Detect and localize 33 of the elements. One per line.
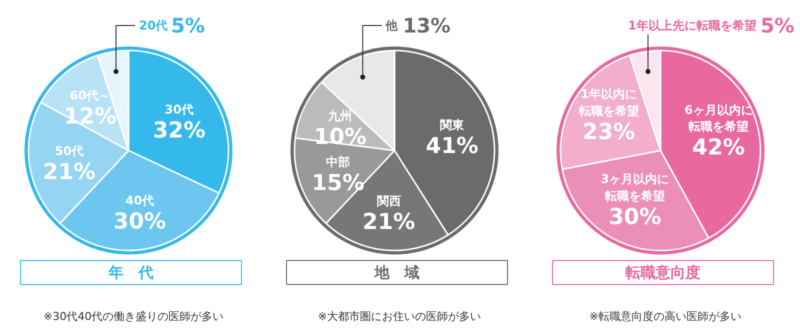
data-label: 15% — [312, 170, 364, 196]
slice-label: 中部 — [326, 154, 350, 169]
text: ※転職意向度の高い医師が多い — [589, 310, 742, 323]
data-label: 30% — [113, 209, 166, 234]
slice-label: 60代～ — [70, 88, 111, 102]
data-label: 13% — [402, 14, 451, 38]
slice-label: 九州 — [327, 108, 352, 123]
text: 転職意向度 — [626, 264, 700, 282]
text: 年 代 — [108, 264, 154, 282]
slice-label: 30代 — [164, 102, 194, 116]
slice-label: 1年以上先に転職を希望 — [628, 18, 756, 32]
text: ※30代40代の働き盛りの医師が多い — [43, 310, 224, 323]
data-label: 41% — [426, 134, 478, 159]
data-label: 32% — [152, 118, 206, 144]
slice-label: 3ヶ月以内に転職を希望 — [600, 172, 670, 203]
slice-label: 20代 — [138, 18, 168, 32]
slice-label: 関東 — [440, 118, 466, 132]
slice-label: 関西 — [376, 194, 401, 208]
data-label: 12% — [64, 104, 117, 130]
data-label: 42% — [692, 136, 745, 161]
data-label: 5% — [760, 14, 794, 38]
slice-label: 他 — [384, 18, 399, 32]
text: 地 域 — [374, 264, 420, 282]
slice-label: 6ヶ月以内に転職を希望 — [684, 102, 753, 134]
text: ※大都市圏にお住いの医師が多い — [318, 310, 482, 323]
slice-label: 40代 — [125, 193, 154, 208]
data-label: 23% — [582, 120, 636, 145]
slice-label: 1年以内に転職を希望 — [578, 87, 639, 118]
data-label: 30% — [608, 204, 662, 230]
data-label: 21% — [42, 160, 96, 185]
slice-label: 50代 — [54, 144, 84, 158]
data-label: 5% — [170, 14, 205, 38]
data-label: 21% — [362, 210, 416, 236]
